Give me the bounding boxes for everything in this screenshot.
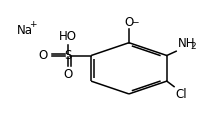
Text: HO: HO — [59, 30, 77, 43]
Text: −: − — [131, 17, 139, 26]
Text: O: O — [124, 16, 134, 29]
Text: NH: NH — [178, 37, 196, 50]
Text: O: O — [39, 49, 48, 62]
Text: S: S — [64, 49, 72, 62]
Text: Na: Na — [17, 24, 33, 37]
Text: Cl: Cl — [176, 88, 187, 101]
Text: 2: 2 — [190, 42, 196, 51]
Text: O: O — [64, 68, 73, 81]
Text: +: + — [30, 20, 37, 29]
